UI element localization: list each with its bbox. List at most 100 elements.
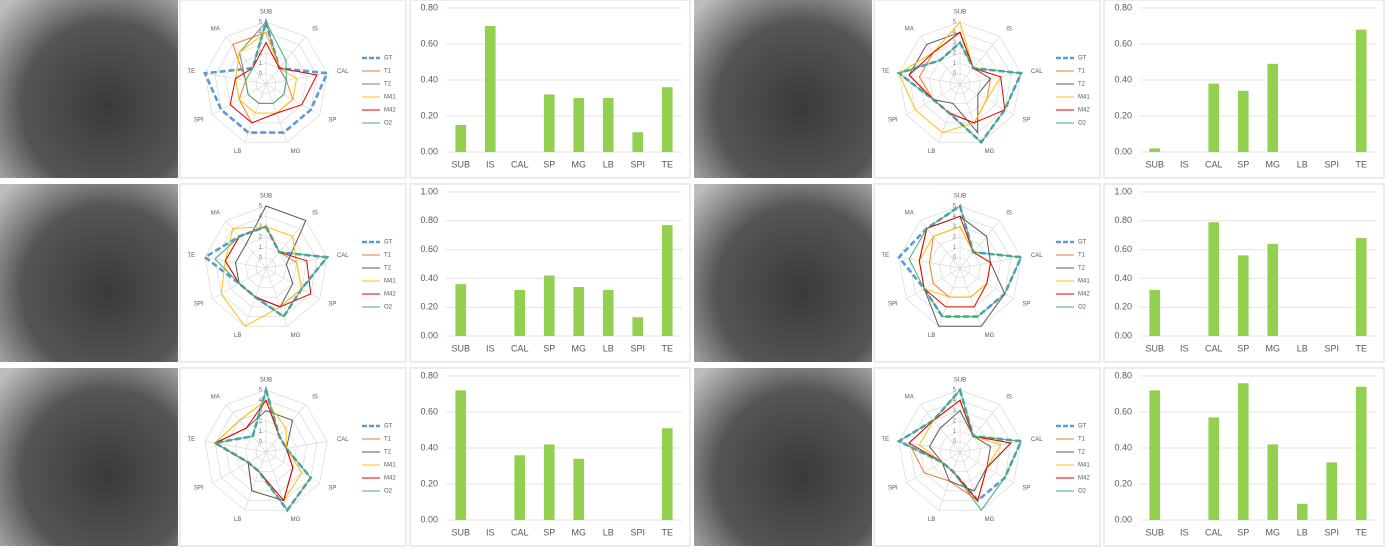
x-tick-label: SP [543, 527, 555, 537]
axis-label: SP [328, 118, 336, 124]
axis-label: MA [905, 26, 914, 32]
axis-label: TE [187, 253, 195, 259]
axis-label: SP [328, 302, 336, 308]
axis-label: SP [1022, 486, 1030, 492]
y-tick-label: 0.80 [420, 215, 438, 225]
x-tick-label: SUB [451, 527, 470, 537]
axis-label: SUB [260, 194, 272, 200]
x-tick-label: IS [1180, 159, 1189, 169]
legend-label: M41 [384, 463, 396, 469]
axis-label: SPI [888, 118, 898, 124]
axis-label: SUB [260, 378, 272, 384]
bar [514, 455, 526, 520]
legend-label: T2 [384, 82, 392, 88]
legend-label: M42 [1078, 476, 1090, 482]
ct-image [0, 0, 178, 178]
x-tick-label: SP [1237, 159, 1249, 169]
x-tick-label: SUB [1145, 527, 1164, 537]
legend-label: M41 [1078, 279, 1090, 285]
bar [661, 428, 673, 520]
y-tick-label: 0.80 [420, 2, 438, 12]
radar-grid [898, 389, 1022, 511]
bar [661, 225, 673, 336]
legend-label: GT [384, 56, 393, 62]
axis-label: SUB [260, 10, 272, 16]
axis-label: CAL [1031, 69, 1043, 75]
x-tick-label: SPI [630, 343, 645, 353]
x-tick-label: IS [486, 527, 495, 537]
radial-tick-label: 2 [259, 235, 263, 241]
axis-label: SPI [194, 302, 204, 308]
legend-label: M42 [384, 108, 396, 114]
x-tick-label: LB [1297, 527, 1308, 537]
y-tick-label: 0.40 [420, 74, 438, 84]
x-tick-label: MG [572, 159, 587, 169]
axis-label: CAL [1031, 437, 1043, 443]
x-tick-label: IS [486, 343, 495, 353]
radar-spoke [265, 440, 328, 453]
y-tick-label: 0.00 [1114, 330, 1132, 340]
bar [632, 132, 644, 152]
axis-label: IS [312, 210, 318, 216]
legend-label: T1 [1078, 253, 1086, 259]
bar [1149, 390, 1161, 520]
axis-label: SPI [194, 486, 204, 492]
ct-image [694, 184, 872, 362]
bar [484, 26, 496, 152]
radar-series [213, 388, 312, 512]
legend-label: M41 [384, 95, 396, 101]
bar [1237, 255, 1249, 336]
x-tick-label: LB [603, 527, 614, 537]
radial-tick-label: 2 [259, 419, 263, 425]
radial-tick-label: 5 [259, 204, 263, 210]
bar [543, 94, 555, 152]
radar-spoke [212, 451, 267, 484]
radar-spoke [244, 451, 267, 511]
axis-label: MG [985, 149, 995, 155]
legend-label: O2 [384, 489, 393, 495]
radar-grid [204, 21, 328, 143]
radial-tick-label: 2 [953, 51, 957, 57]
radar-series [918, 215, 992, 308]
radar-series [897, 388, 1022, 512]
radial-tick-label: 1 [953, 429, 957, 435]
radial-tick-label: 4 [953, 214, 957, 220]
legend-label: M42 [1078, 292, 1090, 298]
axis-label: LB [234, 333, 241, 339]
ct-image [0, 368, 178, 546]
x-tick-label: LB [1297, 159, 1308, 169]
radial-tick-label: 4 [259, 30, 263, 36]
bar [1355, 386, 1367, 520]
bar [455, 125, 467, 152]
axis-label: MG [985, 517, 995, 523]
legend-label: O2 [384, 121, 393, 127]
radial-tick-label: 0 [953, 71, 957, 77]
radial-tick-label: 1 [259, 61, 263, 67]
x-tick-label: LB [1297, 343, 1308, 353]
y-tick-label: 0.20 [420, 110, 438, 120]
x-tick-label: MG [572, 343, 587, 353]
radar-spoke [906, 451, 961, 484]
x-tick-label: SPI [630, 159, 645, 169]
bar [602, 98, 614, 152]
bar [1208, 222, 1220, 336]
bar [514, 289, 526, 336]
legend-label: T2 [384, 266, 392, 272]
legend-label: O2 [384, 305, 393, 311]
x-tick-label: TE [1355, 343, 1367, 353]
x-tick-label: CAL [511, 343, 529, 353]
y-tick-label: 0.80 [1114, 2, 1132, 12]
axis-label: SPI [194, 118, 204, 124]
ct-image [694, 0, 872, 178]
radar-grid [204, 205, 328, 327]
legend-label: M42 [384, 292, 396, 298]
axis-label: LB [234, 149, 241, 155]
radar-series [214, 226, 329, 318]
radial-tick-label: 2 [953, 419, 957, 425]
radar-series [220, 226, 303, 327]
x-tick-label: SPI [1324, 527, 1339, 537]
legend-label: GT [1078, 56, 1087, 62]
axis-label: MG [291, 149, 301, 155]
radial-tick-label: 0 [259, 71, 263, 77]
